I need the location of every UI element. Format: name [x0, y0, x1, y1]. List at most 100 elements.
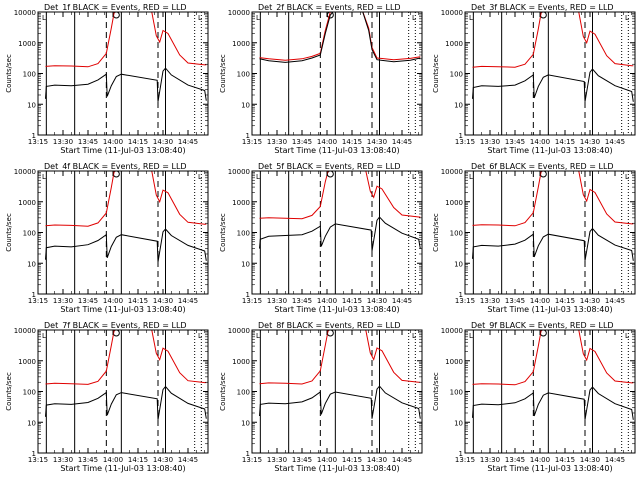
x-tick-label: 13:15	[242, 456, 262, 464]
y-tick-label: 100	[23, 71, 36, 79]
y-tick-label: 10	[241, 260, 250, 268]
x-tick-label: 13:45	[78, 138, 98, 146]
bracket-marker-left: L	[256, 14, 260, 22]
y-tick-label: 1000	[232, 40, 250, 48]
y-axis-label: Counts/sec	[432, 54, 440, 93]
y-tick-label: 1	[459, 132, 463, 140]
x-axis-label: Start Time (11-Jul-03 13:08:40)	[274, 146, 399, 155]
y-tick-label: 1	[32, 450, 36, 458]
y-tick-label: 100	[237, 230, 250, 238]
x-tick-label: 14:00	[530, 138, 550, 146]
bracket-marker-left: L	[469, 332, 473, 340]
series-events-line	[259, 385, 421, 419]
y-tick-label: 1	[459, 291, 463, 299]
y-tick-label: 10	[454, 101, 463, 109]
series-events-line	[472, 386, 634, 420]
y-tick-label: 10	[27, 260, 36, 268]
y-tick-label: 1	[246, 291, 250, 299]
plot-frame	[464, 329, 636, 454]
x-tick-label: 13:15	[242, 138, 262, 146]
x-tick-label: 13:45	[505, 297, 525, 305]
x-tick-label: 13:15	[28, 297, 48, 305]
y-tick-label: 10000	[14, 9, 36, 17]
x-tick-label: 13:30	[53, 297, 73, 305]
x-axis-label: Start Time (11-Jul-03 13:08:40)	[60, 305, 185, 314]
y-tick-label: 1000	[18, 199, 36, 207]
bracket-marker-right: L	[412, 14, 416, 22]
x-tick-label: 14:15	[128, 297, 148, 305]
plot-frame	[464, 11, 636, 136]
x-tick-label: 14:15	[342, 297, 362, 305]
x-tick-label: 13:15	[28, 456, 48, 464]
x-tick-label: 13:15	[28, 138, 48, 146]
x-tick-label: 13:30	[267, 138, 287, 146]
x-tick-label: 14:30	[580, 297, 600, 305]
series-lld-line	[45, 330, 207, 385]
plot-frame	[37, 329, 209, 454]
y-tick-label: 1	[459, 450, 463, 458]
bracket-marker-right: L	[198, 173, 202, 181]
y-tick-label: 10000	[441, 327, 463, 335]
series-events-line	[259, 216, 421, 252]
x-tick-label: 14:30	[153, 456, 173, 464]
y-axis-label: Counts/sec	[432, 372, 440, 411]
y-tick-label: 10	[27, 419, 36, 427]
y-tick-label: 100	[23, 230, 36, 238]
series-lld-line	[472, 171, 634, 227]
series-events-line	[259, 12, 421, 63]
x-tick-label: 14:15	[128, 456, 148, 464]
series-events-line	[45, 228, 207, 263]
y-tick-label: 1000	[445, 358, 463, 366]
plot-frame	[251, 170, 423, 295]
y-tick-label: 10000	[14, 168, 36, 176]
plot-frame	[251, 329, 423, 454]
x-tick-label: 13:45	[292, 456, 312, 464]
y-tick-label: 100	[450, 230, 463, 238]
x-tick-label: 14:15	[555, 138, 575, 146]
bracket-marker-left: L	[256, 173, 260, 181]
plot-frame	[37, 11, 209, 136]
y-tick-label: 1	[32, 291, 36, 299]
x-tick-label: 14:00	[103, 297, 123, 305]
panel-det-2: Det_2f BLACK = Events, RED = LLD L L 1 10 100…	[219, 3, 423, 155]
x-tick-label: 13:15	[242, 297, 262, 305]
x-tick-label: 13:45	[78, 456, 98, 464]
x-tick-label: 13:45	[78, 297, 98, 305]
series-lld-line	[45, 171, 207, 227]
x-tick-label: 14:30	[367, 456, 387, 464]
y-tick-label: 10000	[14, 327, 36, 335]
x-tick-label: 14:45	[392, 456, 412, 464]
x-tick-label: 14:00	[317, 138, 337, 146]
x-tick-label: 13:45	[505, 138, 525, 146]
x-tick-label: 14:45	[178, 456, 198, 464]
bracket-marker-left: L	[42, 332, 46, 340]
bracket-marker-right: L	[198, 14, 202, 22]
y-tick-label: 100	[23, 389, 36, 397]
x-tick-label: 14:45	[605, 456, 625, 464]
y-tick-label: 10000	[228, 9, 250, 17]
y-tick-label: 1000	[445, 199, 463, 207]
y-axis-label: Counts/sec	[219, 213, 227, 252]
x-axis-label: Start Time (11-Jul-03 13:08:40)	[487, 464, 612, 473]
bracket-marker-left: L	[469, 14, 473, 22]
x-tick-label: 14:00	[103, 138, 123, 146]
x-axis-label: Start Time (11-Jul-03 13:08:40)	[60, 146, 185, 155]
y-tick-label: 10	[27, 101, 36, 109]
x-tick-label: 14:45	[605, 138, 625, 146]
x-axis-label: Start Time (11-Jul-03 13:08:40)	[274, 305, 399, 314]
x-tick-label: 13:30	[480, 297, 500, 305]
x-tick-label: 14:30	[153, 138, 173, 146]
y-tick-label: 1	[32, 132, 36, 140]
x-tick-label: 14:30	[367, 297, 387, 305]
series-lld-line	[472, 12, 634, 68]
y-axis-label: Counts/sec	[219, 372, 227, 411]
y-axis-label: Counts/sec	[5, 213, 13, 252]
x-tick-label: 14:15	[128, 138, 148, 146]
x-tick-label: 13:15	[455, 456, 475, 464]
x-tick-label: 14:00	[103, 456, 123, 464]
x-tick-label: 14:15	[342, 138, 362, 146]
y-tick-label: 100	[237, 389, 250, 397]
x-tick-label: 14:00	[530, 456, 550, 464]
panel-det-3: Det_3f BLACK = Events, RED = LLD L L 1 10 100…	[432, 3, 636, 155]
